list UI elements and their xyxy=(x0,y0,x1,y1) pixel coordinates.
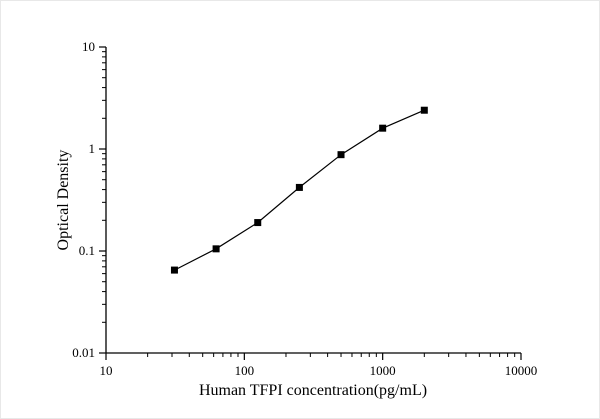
x-axis-label: Human TFPI concentration(pg/mL) xyxy=(198,382,428,399)
data-point-marker xyxy=(212,245,220,253)
data-point-marker xyxy=(295,183,303,191)
y-tick-label: 10 xyxy=(82,39,95,54)
x-tick-label: 100 xyxy=(235,363,255,378)
data-point-marker xyxy=(379,124,387,132)
x-tick-label: 10 xyxy=(100,363,113,378)
data-point-marker xyxy=(420,106,428,114)
x-tick-label: 1000 xyxy=(370,363,396,378)
y-axis-label: Optical Density xyxy=(55,149,72,251)
data-point-marker xyxy=(254,219,262,227)
y-tick-label: 0.01 xyxy=(72,345,95,360)
y-tick-label: 0.1 xyxy=(79,243,95,258)
x-tick-label: 10000 xyxy=(505,363,538,378)
y-tick-label: 1 xyxy=(89,141,96,156)
data-point-marker xyxy=(170,266,178,274)
data-point-marker xyxy=(337,151,345,159)
